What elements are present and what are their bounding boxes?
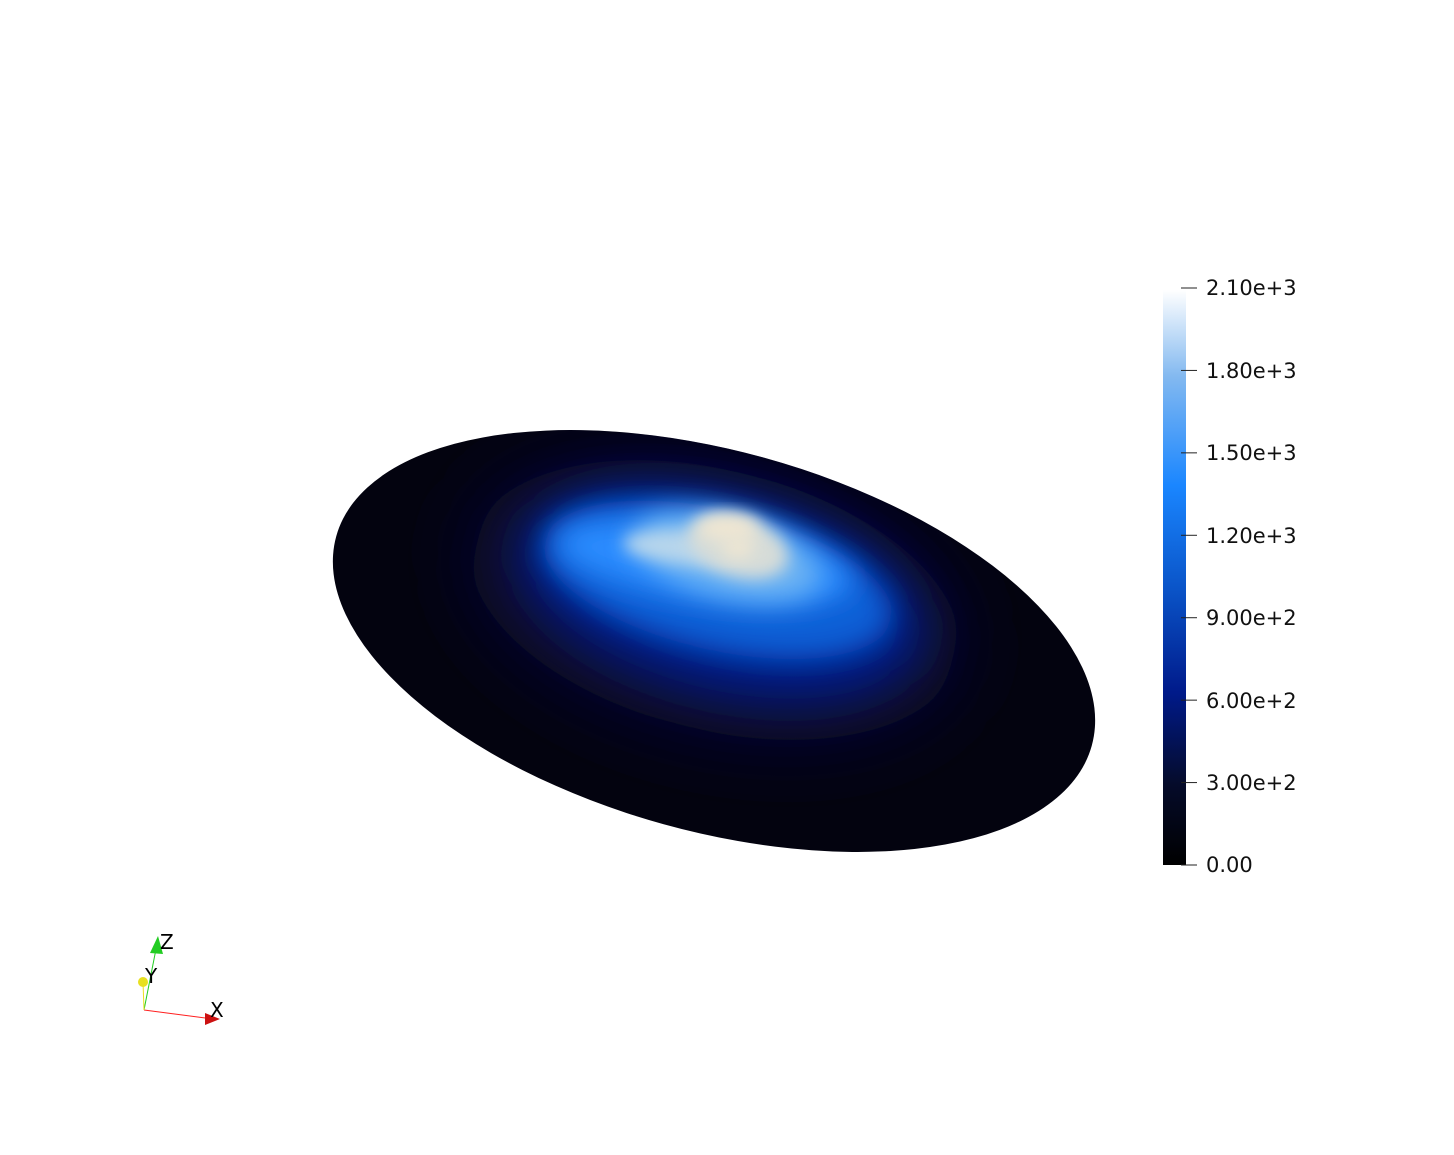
scalar-bar-label-0: 0.00 — [1206, 853, 1253, 877]
scalar-bar-label-1200: 1.20e+3 — [1206, 524, 1297, 548]
scalar-bar-ticks — [1181, 287, 1197, 866]
scalar-bar-label-1800: 1.80e+3 — [1206, 359, 1297, 383]
scalar-bar-gradient — [1163, 290, 1186, 865]
z-axis-label: Z — [160, 930, 174, 954]
scalar-bar-label-2100: 2.10e+3 — [1206, 276, 1297, 300]
x-axis-line — [143, 1009, 214, 1020]
scalar-bar-label-300: 3.00e+2 — [1206, 771, 1297, 795]
y-axis-dot — [138, 977, 148, 987]
x-axis-arrowhead — [205, 1013, 220, 1025]
scalar-bar-label-1500: 1.50e+3 — [1206, 441, 1297, 465]
z-axis-line — [143, 943, 158, 1011]
surface-disc — [332, 430, 1096, 852]
z-axis-arrowhead — [150, 936, 163, 954]
orientation-axes — [138, 936, 220, 1025]
scalar-bar-label-900: 9.00e+2 — [1206, 606, 1297, 630]
y-axis-label: Y — [145, 964, 158, 988]
x-axis-label: X — [210, 998, 224, 1022]
scalar-bar-label-600: 6.00e+2 — [1206, 689, 1297, 713]
